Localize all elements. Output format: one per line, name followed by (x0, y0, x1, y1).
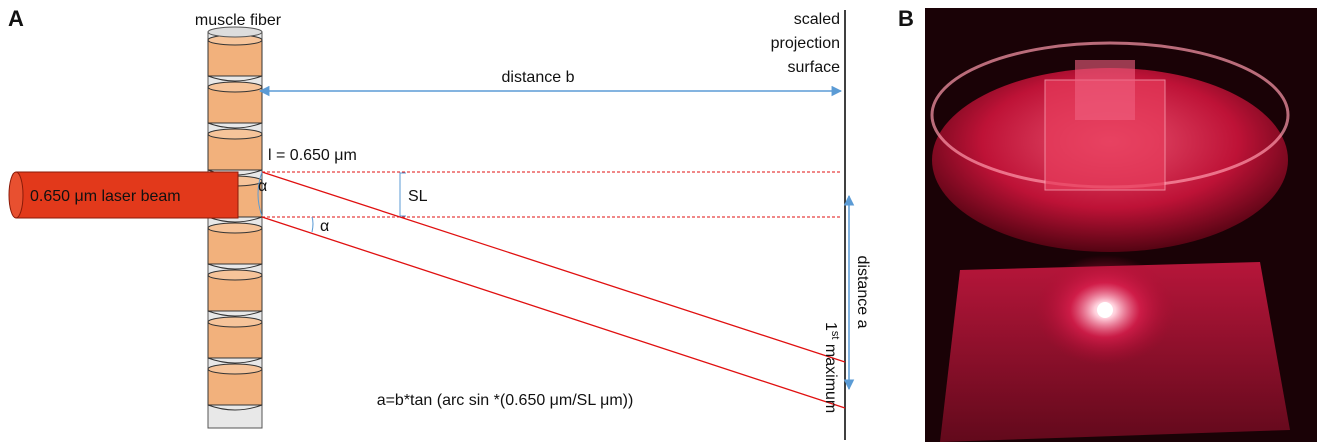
laser-beam (8, 171, 239, 219)
angle-arc (257, 171, 263, 217)
sarcomere (207, 39, 263, 77)
angle-label: α (320, 218, 329, 235)
sarcomere-edge (207, 75, 263, 82)
maximum-word: maximum (822, 339, 839, 413)
fiber-top (207, 26, 263, 38)
sarcomere-cap (207, 363, 263, 375)
sarcomere-edge (207, 310, 263, 317)
surface-label: projection (771, 35, 840, 52)
sarcomere-cap (207, 316, 263, 328)
surface-label: scaled (794, 11, 840, 28)
distance-a-label: distance a (854, 256, 871, 329)
wavelength-label: l = 0.650 μm (268, 147, 357, 164)
diffraction-ray (261, 171, 846, 363)
laser-label: 0.650 μm laser beam (30, 188, 181, 205)
sarcomere-cap (207, 222, 263, 234)
panel-label: B (898, 6, 914, 31)
fiber-label: muscle fiber (195, 12, 282, 29)
sarcomere-edge (207, 122, 263, 129)
surface-label: surface (788, 59, 841, 76)
ordinal-suffix: st (829, 331, 841, 340)
sarcomere-cap (207, 128, 263, 140)
photo (925, 8, 1317, 442)
distance-b-label: distance b (502, 69, 575, 86)
sl-label: SL (408, 188, 428, 205)
angle-arc (311, 216, 314, 233)
sarcomere-edge (207, 357, 263, 364)
sarcomere (207, 321, 263, 359)
muscle-fiber (207, 26, 263, 429)
sl-bracket (399, 172, 406, 217)
ordinal: 1 (822, 322, 839, 331)
sarcomere-edge (207, 263, 263, 270)
panel-label: A (8, 6, 24, 31)
first-maximum-label: 1st maximum (822, 322, 841, 413)
sarcomere-edge (207, 404, 263, 411)
sarcomere-cap (207, 269, 263, 281)
formula: a=b*tan (arc sin *(0.650 μm/SL μm)) (377, 392, 634, 409)
sarcomere (207, 227, 263, 265)
diffraction-ray (261, 216, 846, 409)
sarcomere-cap (207, 81, 263, 93)
angle-label: α (258, 178, 267, 195)
sarcomere (207, 368, 263, 406)
